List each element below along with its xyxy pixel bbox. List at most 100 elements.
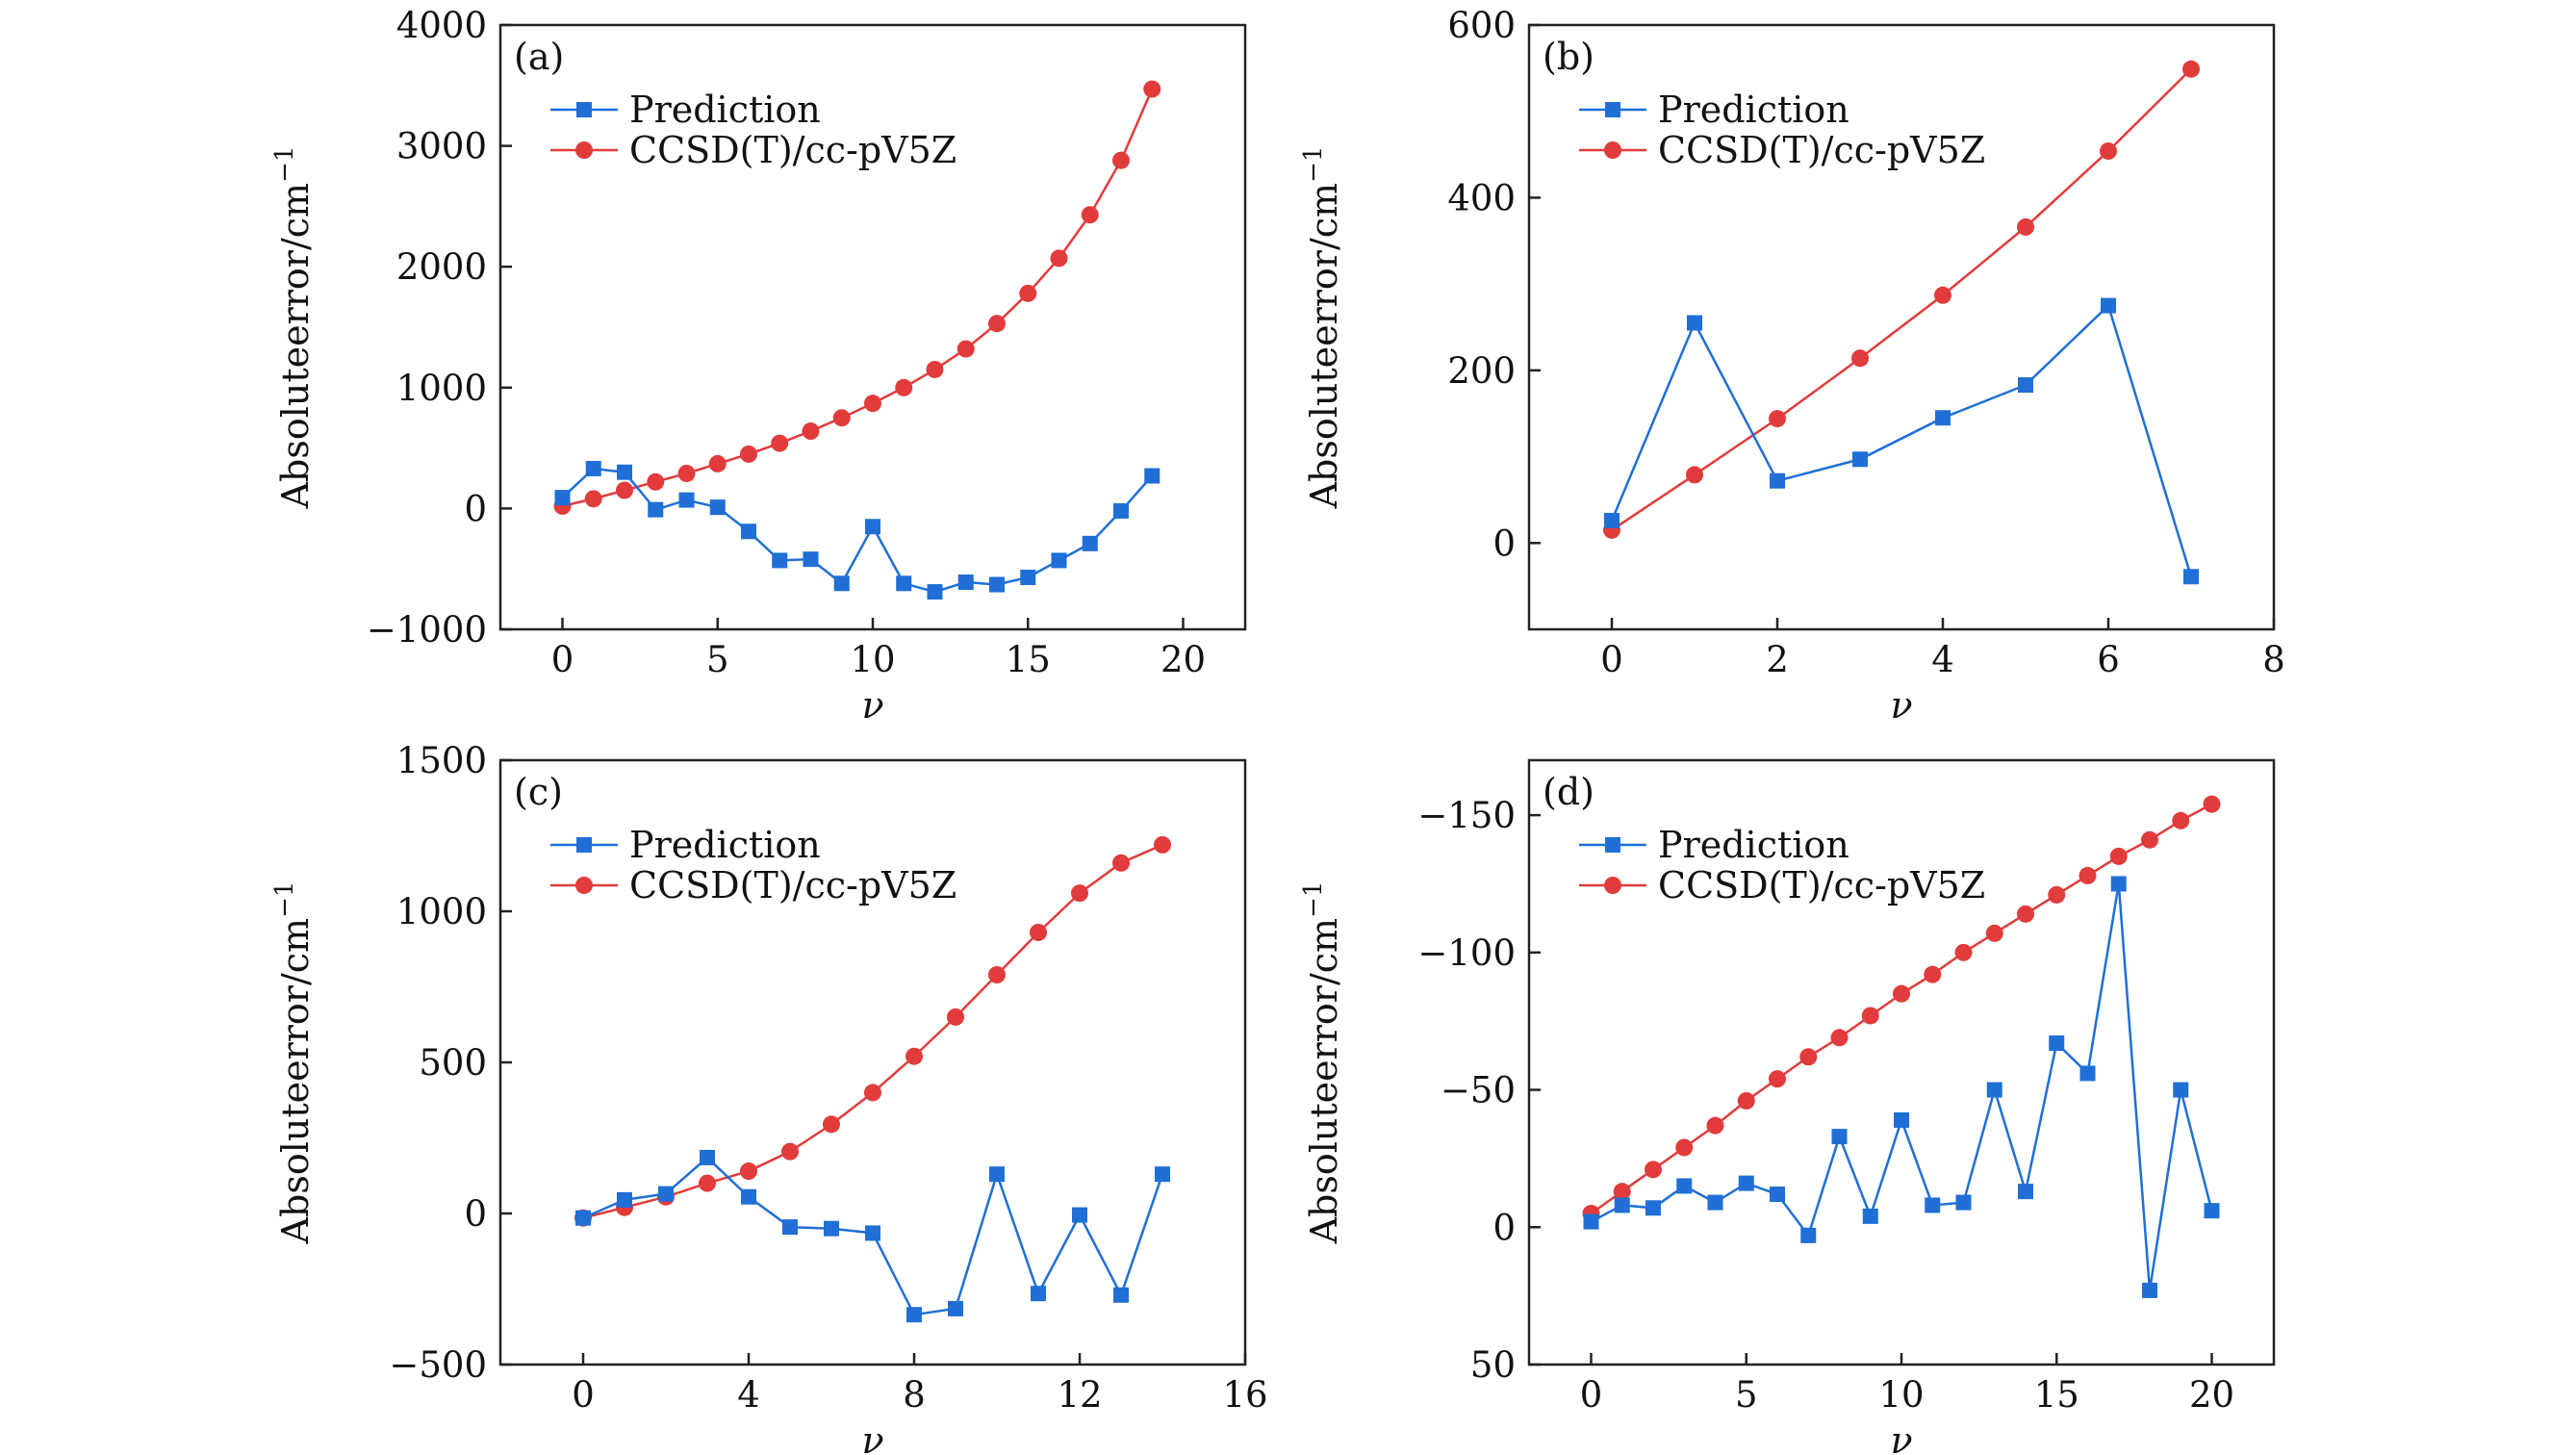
y-tick-label: 0 [1492, 1207, 1516, 1248]
data-point-prediction [833, 575, 850, 592]
data-point-ccsd [1686, 466, 1703, 484]
data-point-ccsd [926, 360, 944, 378]
y-tick-label: 50 [1470, 1344, 1516, 1386]
y-axis-title-text: Absoluteerror/cm [274, 183, 317, 510]
data-point-ccsd [740, 1162, 757, 1181]
y-axis-title-superscript: −1 [1299, 881, 1328, 918]
data-point-prediction [741, 523, 756, 540]
data-point-prediction [1051, 552, 1067, 569]
data-point-ccsd [740, 445, 757, 463]
data-point-ccsd [802, 422, 820, 441]
plot-frame [1527, 758, 2276, 1366]
data-point-ccsd [1112, 854, 1130, 872]
data-point-ccsd [947, 1008, 964, 1026]
data-point-prediction [1925, 1197, 1941, 1213]
y-tick-label: 0 [464, 488, 487, 529]
data-point-prediction [2110, 876, 2127, 892]
x-axis-title: ν [1890, 1419, 1912, 1455]
data-point-prediction [1155, 1166, 1170, 1183]
y-tick-label: −100 [1417, 932, 1516, 974]
y-axis-title: Absoluteerror/cm−1 [270, 146, 317, 510]
y-tick-label: 4000 [396, 5, 487, 46]
data-point-ccsd [1019, 284, 1037, 302]
series-line-prediction [1610, 303, 2193, 577]
series-line-ccsd [1611, 67, 2192, 531]
data-point-ccsd [1143, 80, 1161, 98]
data-point-prediction [772, 552, 788, 569]
data-point-ccsd [2172, 811, 2190, 830]
y-axis-title-text: Absoluteerror/cm [274, 918, 317, 1245]
legend-marker-prediction [576, 102, 592, 117]
data-point-ccsd [956, 340, 975, 358]
data-point-ccsd [2017, 905, 2034, 923]
data-point-prediction [617, 1191, 632, 1208]
data-point-prediction [658, 1186, 674, 1202]
y-tick-label: −150 [1417, 795, 1516, 836]
x-tick-label: 5 [1735, 1374, 1758, 1416]
data-point-ccsd [584, 490, 602, 508]
y-tick-label: 2000 [396, 246, 487, 288]
legend-marker-ccsd [575, 141, 593, 159]
y-tick-label: 500 [419, 1042, 487, 1084]
data-point-prediction [678, 492, 695, 508]
x-tick-label: 6 [2097, 639, 2120, 680]
x-axis-title: ν [861, 684, 883, 727]
plot-frame [498, 758, 1247, 1366]
data-point-prediction [896, 575, 912, 592]
panel-label: (a) [514, 36, 564, 78]
data-point-prediction [957, 574, 974, 591]
data-point-ccsd [1737, 1091, 1755, 1110]
data-point-prediction [803, 551, 819, 568]
data-point-prediction [1862, 1208, 1878, 1224]
x-tick-label: 8 [2262, 639, 2285, 680]
legend-label-ccsd: CCSD(T)/cc-pV5Z [629, 129, 956, 171]
y-tick-label: 3000 [396, 126, 487, 167]
data-point-prediction [1082, 535, 1098, 551]
data-point-prediction [1955, 1194, 1972, 1211]
data-point-ccsd [2109, 847, 2128, 865]
data-point-prediction [1144, 468, 1160, 484]
legend-marker-prediction [1605, 102, 1620, 117]
data-point-ccsd [823, 1115, 840, 1134]
data-point-prediction [1020, 569, 1036, 585]
data-point-ccsd [1613, 1183, 1631, 1201]
data-point-prediction [1031, 1286, 1046, 1302]
y-tick-label: 1000 [396, 368, 487, 409]
data-point-ccsd [2182, 60, 2200, 78]
legend-marker-ccsd [575, 877, 593, 894]
data-point-ccsd [2100, 141, 2117, 160]
data-point-prediction [648, 501, 664, 518]
x-tick-label: 20 [2189, 1374, 2234, 1416]
data-point-prediction [2101, 297, 2116, 314]
panel-label: (d) [1543, 771, 1594, 813]
data-point-ccsd [1924, 965, 1942, 983]
y-tick-label: −1000 [367, 609, 487, 651]
data-point-ccsd [1706, 1116, 1724, 1135]
x-tick-label: 0 [1600, 639, 1623, 680]
data-point-ccsd [864, 395, 881, 413]
data-point-prediction [865, 519, 880, 535]
data-point-prediction [824, 1220, 839, 1237]
data-point-prediction [2173, 1082, 2189, 1098]
legend-label-prediction: Prediction [1658, 824, 1849, 866]
data-point-prediction [927, 584, 943, 600]
data-point-ccsd [1769, 1070, 1786, 1088]
y-axis-title-superscript: −1 [270, 146, 299, 183]
y-axis-title-text: Absoluteerror/cm [1303, 918, 1345, 1245]
legend-marker-prediction [1605, 837, 1620, 853]
x-tick-label: 10 [850, 639, 895, 680]
data-point-prediction [1738, 1175, 1754, 1191]
data-point-prediction [1894, 1111, 1909, 1128]
y-tick-label: 200 [1447, 350, 1516, 392]
data-point-ccsd [1954, 943, 1973, 961]
data-point-prediction [1935, 410, 1951, 426]
data-point-ccsd [1934, 286, 1951, 304]
data-point-ccsd [1645, 1161, 1662, 1179]
data-point-prediction [1852, 451, 1868, 468]
data-point-prediction [2018, 377, 2033, 394]
data-point-ccsd [699, 1174, 716, 1192]
data-point-prediction [989, 1166, 1005, 1183]
